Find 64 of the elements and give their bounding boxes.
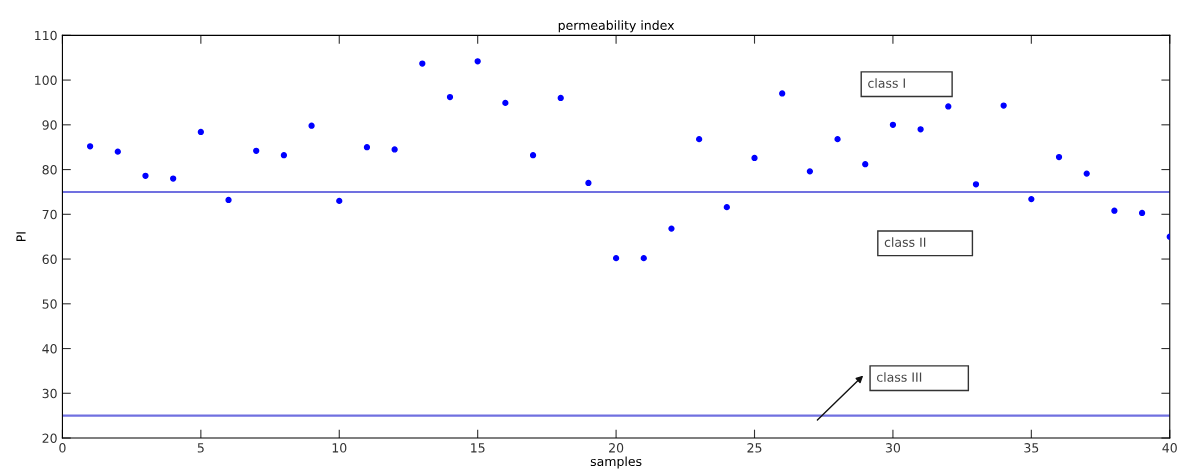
x-tick-label: 0 bbox=[59, 443, 66, 453]
point bbox=[834, 136, 841, 143]
y-tick-label: 80 bbox=[42, 165, 57, 175]
point bbox=[1055, 153, 1063, 161]
point bbox=[1111, 207, 1118, 214]
point bbox=[446, 93, 454, 101]
point bbox=[779, 90, 786, 97]
x-tick-label: 40 bbox=[1162, 443, 1177, 453]
point bbox=[723, 204, 730, 211]
point bbox=[1028, 195, 1035, 203]
point bbox=[114, 148, 121, 155]
point bbox=[668, 225, 675, 232]
point bbox=[474, 58, 481, 65]
y-tick-label: 110 bbox=[35, 30, 57, 41]
y-tick-label: 30 bbox=[42, 388, 57, 399]
point bbox=[529, 152, 537, 159]
point bbox=[253, 147, 260, 154]
y-tick-label: 60 bbox=[42, 254, 57, 264]
x-tick-label: 10 bbox=[332, 443, 347, 453]
annotation: class II bbox=[884, 237, 926, 247]
y-tick-label: 100 bbox=[35, 75, 57, 85]
point bbox=[889, 121, 897, 128]
point bbox=[308, 122, 315, 129]
point bbox=[806, 168, 814, 175]
y-axis-title: PI bbox=[16, 232, 26, 242]
point bbox=[142, 172, 149, 179]
point bbox=[640, 255, 647, 262]
x-tick-label: 20 bbox=[609, 443, 624, 453]
point bbox=[225, 196, 232, 204]
x-tick-label: 35 bbox=[1024, 443, 1039, 453]
annotation: class I bbox=[868, 78, 905, 88]
point bbox=[945, 103, 952, 110]
point bbox=[862, 161, 869, 168]
point bbox=[363, 144, 371, 151]
point bbox=[86, 143, 94, 150]
point bbox=[585, 179, 592, 187]
point bbox=[696, 136, 703, 143]
x-tick-label: 15 bbox=[471, 443, 485, 453]
x-tick-label: 30 bbox=[885, 443, 901, 453]
point bbox=[612, 255, 620, 262]
x-tick-label: 25 bbox=[747, 443, 762, 453]
point bbox=[197, 128, 204, 136]
point bbox=[1138, 209, 1146, 217]
x-tick-label: 5 bbox=[197, 443, 204, 453]
point bbox=[1083, 170, 1090, 177]
point bbox=[557, 94, 564, 102]
point bbox=[419, 60, 426, 67]
annotation: class III bbox=[877, 372, 922, 382]
y-tick-label: 70 bbox=[42, 209, 57, 220]
chart-title: permeability index bbox=[558, 20, 675, 33]
y-tick-label: 50 bbox=[42, 299, 57, 309]
point bbox=[1000, 102, 1007, 109]
y-tick-label: 40 bbox=[42, 344, 57, 354]
point bbox=[751, 154, 758, 162]
point bbox=[170, 175, 177, 182]
point bbox=[280, 152, 288, 159]
y-tick-label: 20 bbox=[42, 433, 57, 443]
point bbox=[502, 99, 509, 107]
point bbox=[391, 146, 398, 153]
point bbox=[336, 197, 343, 205]
point bbox=[972, 181, 980, 188]
x-axis-title: samples bbox=[590, 456, 642, 469]
y-tick-label: 90 bbox=[42, 120, 57, 130]
point bbox=[917, 126, 924, 133]
